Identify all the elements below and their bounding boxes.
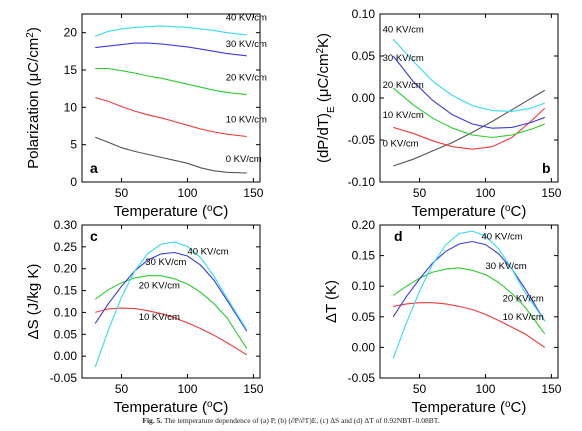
curve-label: 0 KV/cm [226,154,262,165]
curve-label: 10 KV/cm [226,114,267,125]
curve-label: 30 KV/cm [485,261,526,272]
chart-panel-d: 50 100 150 -0.05 0.00 0.05 0.10 0.15 0.20 40 KV/c… [323,218,562,416]
series-line [94,275,248,349]
caption-label: Fig. 5. [142,416,163,425]
y-tick-label: -0.10 [348,175,376,189]
curve-label: 20 KV/cm [226,72,267,83]
y-tick-label: 0.05 [352,310,376,324]
y-tick-label: 0.10 [352,7,376,21]
x-tick-label: 50 [413,186,427,200]
series-line [392,267,546,335]
y-axis-label: (dP/dT)E (μC/cm2K) [315,33,337,163]
y-tick-label: 0.05 [352,49,376,63]
curve-label: 40 KV/cm [226,13,267,24]
plot-frame [81,224,261,379]
x-tick-label: 100 [475,186,495,200]
y-tick-label: 0.00 [352,91,376,105]
series-line [95,67,247,96]
y-tick-label: 0.00 [54,349,78,363]
y-tick-label: 0.15 [54,284,78,298]
x-tick-label: 150 [243,382,263,396]
panel-letter: a [90,160,98,176]
y-tick-label: 0.25 [54,240,78,254]
panel-letter: d [394,228,403,244]
y-axis-label: Polarization (μC/cm2) [25,27,43,169]
curve-label: 20 KV/cm [139,280,180,291]
chart-panel-b: 50 100 150 -0.10 -0.05 0.00 0.05 0.10 40 KV/cm 30… [315,7,562,220]
series-line [393,302,546,348]
y-tick-label: -0.05 [348,371,376,385]
curve-label: 0 KV/cm [383,139,419,150]
y-tick-label: -0.05 [348,133,376,147]
y-tick-label: 15 [64,63,78,77]
series-line [393,89,546,167]
x-tick-label: 150 [541,382,561,396]
curve-label: 10 KV/cm [139,312,180,323]
x-axis-label: Temperature (oC) [114,399,229,417]
y-tick-label: 5 [70,138,77,152]
series-line [392,55,545,129]
curve-label: 20 KV/cm [383,80,424,91]
panel-letter: c [90,228,98,244]
y-tick-label: 20 [64,26,78,40]
series-line [95,42,247,57]
x-axis-label: Temperature (oC) [114,203,229,221]
series-line [393,107,546,150]
figure-caption: Fig. 5. The temperature dependence of (a… [0,416,582,425]
series-line [94,251,248,332]
x-axis-label: Temperature (oC) [412,203,527,221]
x-tick-label: 150 [243,186,263,200]
x-tick-label: 50 [115,186,129,200]
curve-label: 30 KV/cm [226,39,267,50]
series-line [392,38,545,112]
curve-label: 30 KV/cm [145,257,186,268]
curve-label: 40 KV/cm [482,232,523,243]
x-tick-label: 100 [177,382,197,396]
plot-frame [81,13,261,183]
plot-frame [379,224,559,379]
x-tick-label: 50 [115,382,129,396]
y-tick-label: 0.30 [54,218,78,232]
x-tick-label: 50 [413,382,427,396]
curve-label: 10 KV/cm [383,110,424,121]
y-tick-label: 0.15 [352,249,376,263]
series-line [392,230,546,359]
series-line [95,307,248,356]
y-tick-label: -0.05 [50,371,78,385]
y-tick-label: 0.10 [54,305,78,319]
chart-panel-c: 50 100 150 -0.05 0.00 0.05 0.10 0.15 0.20 0.25 0.3… [25,218,264,416]
y-tick-label: 0.00 [352,340,376,354]
curve-label: 40 KV/cm [187,247,228,258]
curve-label: 30 KV/cm [383,53,424,64]
caption-text: The temperature dependence of (a) P, (b)… [163,416,440,425]
x-tick-label: 150 [541,186,561,200]
y-tick-label: 0.20 [352,218,376,232]
series-line [392,87,545,139]
panel-letter: b [542,160,551,176]
y-axis-label: ΔT (K) [323,280,340,323]
curve-label: 40 KV/cm [383,24,424,35]
x-tick-label: 100 [177,186,197,200]
curve-label: 20 KV/cm [503,294,544,305]
series-line [94,136,247,174]
y-tick-label: 0 [70,175,77,189]
y-tick-label: 0.10 [352,279,376,293]
chart-panel-a: 50 100 150 0 5 10 15 20 40 KV/cm 30 KV/cm 20 KV/cm… [25,13,267,220]
y-tick-label: 0.20 [54,262,78,276]
curve-label: 10 KV/cm [503,312,544,323]
y-axis-label: ΔS (J/kg K) [25,264,42,340]
series-line [95,97,247,138]
series-line [94,25,247,37]
x-tick-label: 100 [475,382,495,396]
y-tick-label: 0.05 [54,327,78,341]
y-tick-label: 10 [64,100,78,114]
x-axis-label: Temperature (oC) [412,399,527,417]
series-line [94,241,248,368]
